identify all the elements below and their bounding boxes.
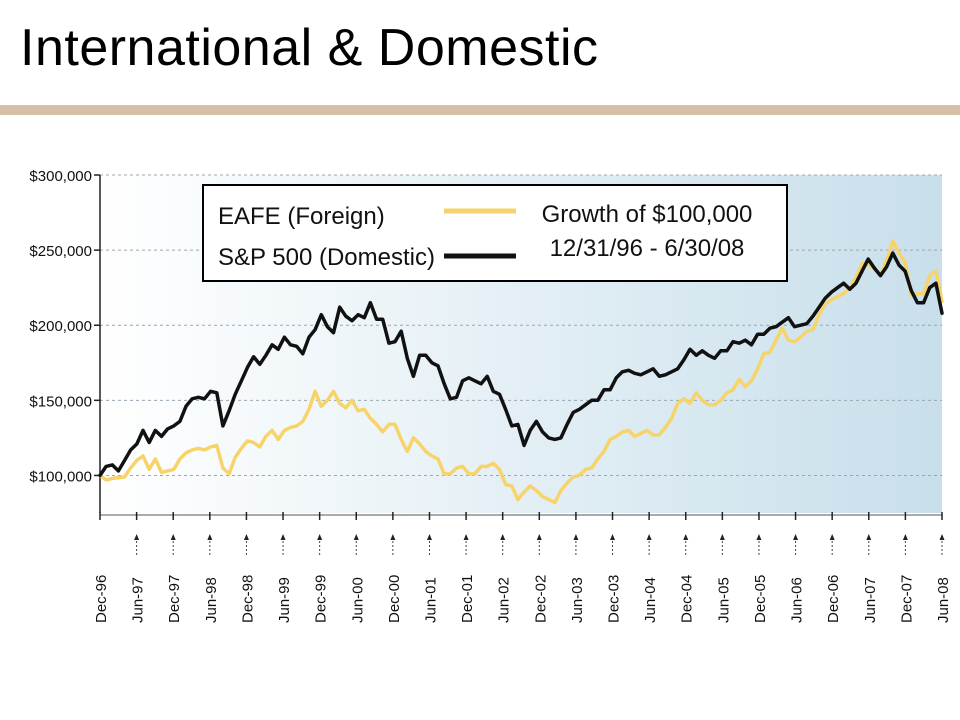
slide-title: International & Domestic: [20, 19, 599, 77]
x-tick-arrow: [170, 534, 176, 540]
x-tick-label: Jun-06: [789, 577, 806, 623]
x-tick-label: Jun-00: [349, 577, 366, 623]
x-tick-label: Jun-08: [935, 577, 952, 623]
x-tick-arrow: [280, 534, 286, 540]
series-line-eafe: [98, 239, 944, 505]
x-tick-arrow: [646, 534, 652, 540]
chart-title: Growth of $100,000: [542, 201, 753, 228]
x-tick-arrow: [317, 534, 323, 540]
x-tick-arrow: [500, 534, 506, 540]
x-tick-label: Jun-07: [862, 577, 879, 623]
x-tick-label: Jun-98: [203, 577, 220, 623]
x-tick-arrow: [573, 534, 579, 540]
x-tick-arrow: [463, 534, 469, 540]
x-tick-arrow: [207, 534, 213, 540]
x-tick-label: Dec-98: [239, 575, 256, 623]
x-tick-arrow: [756, 534, 762, 540]
x-tick-label: Dec-03: [606, 575, 623, 623]
x-tick-arrow: [426, 534, 432, 540]
x-tick-label: Jun-01: [422, 577, 439, 623]
x-tick-arrow: [793, 534, 799, 540]
series-line-sp500: [98, 251, 944, 478]
x-tick-arrow: [939, 534, 945, 540]
x-tick-arrow: [390, 534, 396, 540]
series-lines: [98, 239, 944, 505]
x-tick-arrow: [353, 534, 359, 540]
x-tick-arrow: [829, 534, 835, 540]
x-tick-label: Dec-05: [752, 575, 769, 623]
x-tick-label: Jun-05: [715, 577, 732, 623]
x-tick-label: Dec-04: [679, 575, 696, 623]
x-tick-label: Dec-02: [532, 575, 549, 623]
y-axis: $100,000 $150,000 $200,000 $250,000 $300,000: [29, 168, 101, 513]
legend-box: EAFE (Foreign) S&P 500 (Domestic) Growth…: [202, 184, 788, 282]
x-tick-label: Dec-96: [93, 575, 110, 623]
x-tick-label: Jun-04: [642, 577, 659, 623]
x-tick-arrow: [902, 534, 908, 540]
chart-subtitle: 12/31/96 - 6/30/08: [550, 235, 745, 262]
y-tick-label: $250,000: [29, 243, 92, 260]
x-tick-label: Jun-99: [276, 577, 293, 623]
x-tick-label: Dec-07: [898, 575, 915, 623]
x-tick-arrow: [536, 534, 542, 540]
y-tick-label: $300,000: [29, 168, 92, 185]
x-tick-arrow: [243, 534, 249, 540]
x-tick-label: Dec-99: [313, 575, 330, 623]
x-tick-arrow: [683, 534, 689, 540]
x-tick-arrow: [866, 534, 872, 540]
title-divider: [0, 105, 960, 115]
x-tick-label: Dec-97: [166, 575, 183, 623]
x-axis: Dec-96 Jun-97 Dec-97 Jun-98 Dec-98 Jun-99 Dec-…: [93, 512, 952, 623]
y-tick-label: $200,000: [29, 318, 92, 335]
x-tick-label: Jun-03: [569, 577, 586, 623]
legend-label-eafe: EAFE (Foreign): [218, 203, 385, 230]
x-tick-arrow: [610, 534, 616, 540]
y-tick-label: $150,000: [29, 393, 92, 410]
x-tick-label: Dec-00: [386, 575, 403, 623]
legend-label-sp500: S&P 500 (Domestic): [218, 244, 435, 271]
x-tick-label: Dec-01: [459, 575, 476, 623]
x-tick-label: Jun-02: [496, 577, 513, 623]
y-tick-label: $100,000: [29, 468, 92, 485]
x-tick-arrow: [719, 534, 725, 540]
x-tick-label: Jun-97: [130, 577, 147, 623]
x-tick-arrow: [134, 534, 140, 540]
x-tick-label: Dec-06: [825, 575, 842, 623]
